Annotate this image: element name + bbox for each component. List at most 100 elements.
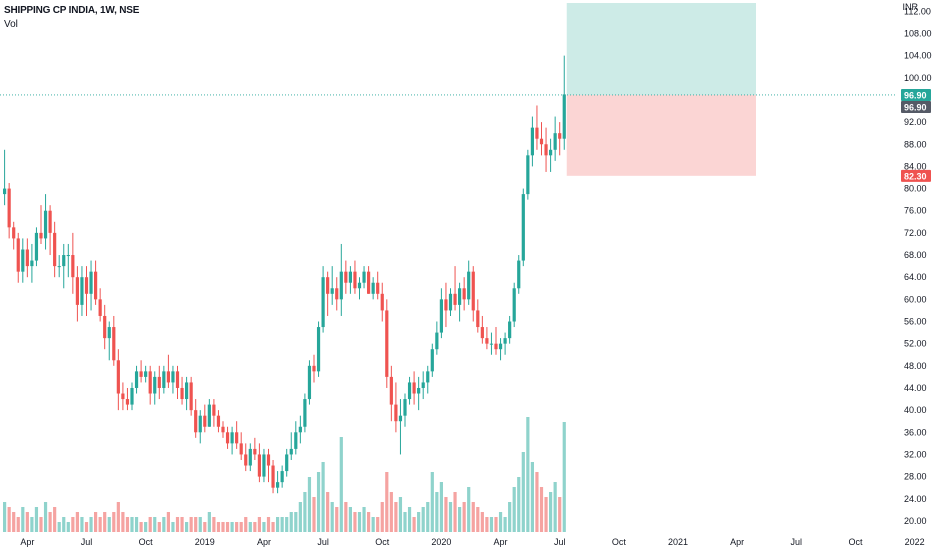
candle [198, 410, 202, 444]
volume-bar [30, 517, 34, 532]
candle [134, 365, 139, 394]
y-tick-label: 92.00 [904, 117, 927, 127]
candle [175, 365, 180, 400]
y-tick-label: 52.00 [904, 339, 927, 349]
y-tick-label: 84.00 [904, 161, 927, 171]
volume-bar [398, 497, 403, 532]
volume-label: Vol [4, 19, 18, 30]
volume-bar [75, 512, 79, 532]
svg-text:96.90: 96.90 [904, 102, 927, 112]
candle [335, 277, 339, 311]
candle-body [16, 238, 20, 272]
candle [276, 471, 280, 494]
volume-bar [417, 512, 421, 532]
volume-bar [562, 422, 566, 532]
candle-body [116, 360, 120, 394]
candle [303, 393, 307, 433]
candle [326, 271, 330, 316]
volume-bar [521, 452, 525, 532]
candle-body [12, 227, 16, 239]
candle-body [539, 138, 544, 145]
y-tick-label: 44.00 [904, 383, 927, 393]
volume-bar [503, 517, 507, 532]
candle-body [394, 404, 398, 422]
y-tick-label: 104.00 [904, 51, 932, 61]
volume-bar [485, 517, 489, 532]
y-tick-label: 24.00 [904, 494, 927, 504]
candle-body [362, 271, 366, 283]
volume-bar [312, 497, 316, 532]
volume-bar [517, 477, 521, 532]
candle [89, 260, 93, 311]
volume-bar [335, 507, 339, 532]
candle [121, 382, 125, 411]
candle-body [512, 288, 516, 322]
candle [485, 327, 489, 350]
candle [348, 266, 352, 294]
currency-label: INR [903, 2, 919, 12]
candle-body [385, 310, 389, 377]
candle [212, 399, 216, 427]
candle [353, 260, 357, 294]
candle-body [80, 277, 84, 305]
candle [139, 360, 143, 383]
y-tick-label: 100.00 [904, 73, 932, 83]
volume-bar [371, 517, 375, 532]
candle-body [298, 426, 302, 433]
candle-body [430, 349, 434, 372]
volume-bar [107, 517, 111, 532]
candle [148, 365, 152, 405]
y-tick-label: 32.00 [904, 449, 927, 459]
candle-body [462, 288, 466, 300]
candle [53, 221, 57, 278]
candle-body [553, 133, 557, 150]
candle [407, 376, 412, 405]
candle [280, 465, 284, 488]
volume-bar [189, 517, 193, 532]
volume-bar [476, 507, 480, 532]
volume-bar [453, 492, 457, 532]
candle [544, 127, 548, 172]
candle-body [21, 249, 25, 272]
candle-body [62, 255, 66, 267]
candle-body [471, 271, 475, 311]
volume-bar [512, 487, 516, 532]
candle-body [153, 376, 157, 394]
volume-bar [103, 512, 107, 532]
candle-body [253, 448, 257, 455]
candle-body [271, 465, 275, 488]
y-tick-label: 64.00 [904, 272, 927, 282]
candle-body [339, 271, 343, 300]
candle [48, 205, 52, 256]
y-tick-label: 108.00 [904, 28, 932, 38]
last-price-badge: 96.90 [901, 88, 931, 101]
candle [180, 376, 184, 405]
candle [530, 116, 534, 167]
candle [312, 354, 316, 383]
candle-body [498, 343, 503, 350]
volume-bar [3, 502, 7, 532]
candle [294, 421, 298, 455]
volume-bar [407, 507, 412, 532]
volume-bar [535, 472, 539, 532]
candle-body [144, 371, 148, 377]
candle [7, 183, 11, 239]
volume-bar [307, 477, 312, 532]
candle-body [294, 432, 298, 449]
candle-body [257, 454, 261, 477]
candle [16, 232, 20, 283]
volume-bar [330, 502, 334, 532]
candle [12, 221, 16, 250]
candle [476, 299, 480, 333]
volume-bar [544, 497, 548, 532]
candle-body [171, 371, 175, 383]
volume-bar [494, 517, 498, 532]
candle [426, 365, 430, 394]
volume-bar [498, 512, 503, 532]
volume-bar [16, 517, 20, 532]
candle-body [244, 454, 248, 466]
candle [453, 266, 457, 311]
candle-body [521, 194, 525, 261]
candle-body [403, 399, 407, 416]
